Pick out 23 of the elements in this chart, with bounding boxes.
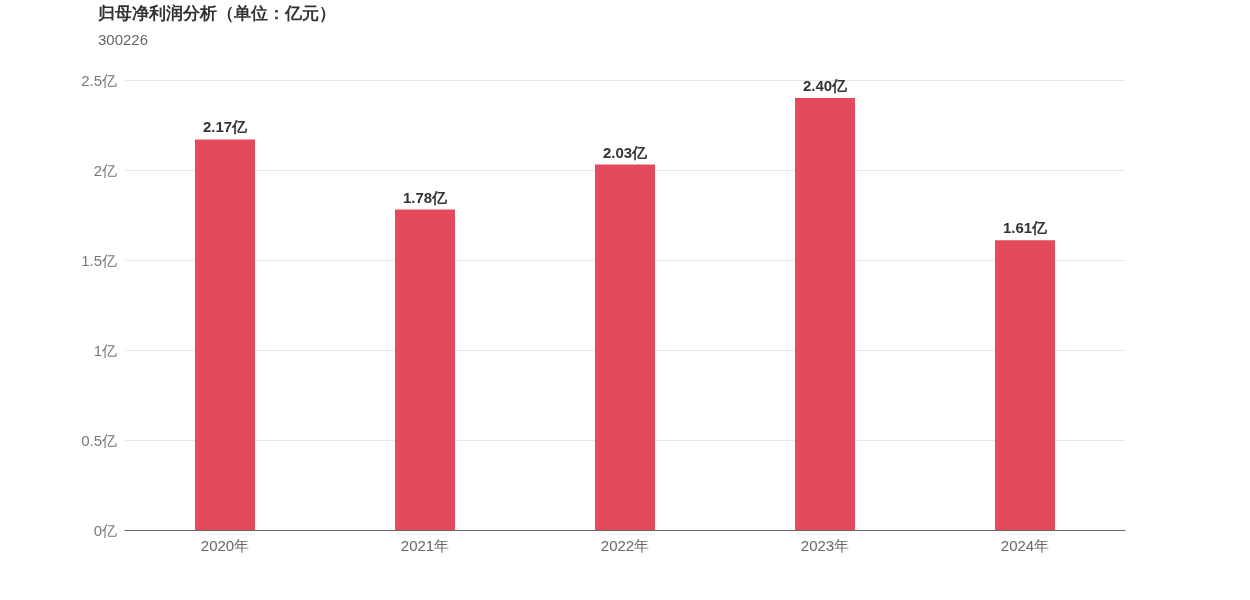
y-tick-label: 0.5亿: [81, 431, 117, 449]
bar: [395, 209, 455, 530]
chart-title: 归母净利润分析（单位：亿元）: [97, 4, 336, 23]
y-tick-label: 2亿: [93, 161, 117, 179]
bar: [195, 139, 255, 530]
x-tick-label: 2023年: [800, 537, 850, 554]
bar: [795, 98, 855, 530]
y-tick-label: 0亿: [93, 521, 117, 539]
bar: [995, 240, 1055, 530]
chart-subtitle: 300226: [98, 31, 149, 48]
data-label: 2.17亿: [202, 118, 249, 136]
data-label: 2.03亿: [602, 143, 649, 161]
x-tick-label: 2020年: [200, 537, 250, 554]
y-tick-label: 2.5亿: [81, 71, 117, 89]
bar: [595, 164, 655, 530]
x-tick-label: 2021年: [400, 537, 450, 554]
data-label: 1.61亿: [1002, 219, 1049, 237]
x-tick-label: 2022年: [600, 537, 650, 554]
data-label: 1.78亿: [402, 188, 449, 206]
y-tick-label: 1亿: [93, 341, 117, 359]
data-label: 2.40亿: [802, 77, 849, 94]
x-tick-label: 2024年: [1000, 537, 1050, 554]
y-tick-label: 1.5亿: [81, 251, 117, 269]
